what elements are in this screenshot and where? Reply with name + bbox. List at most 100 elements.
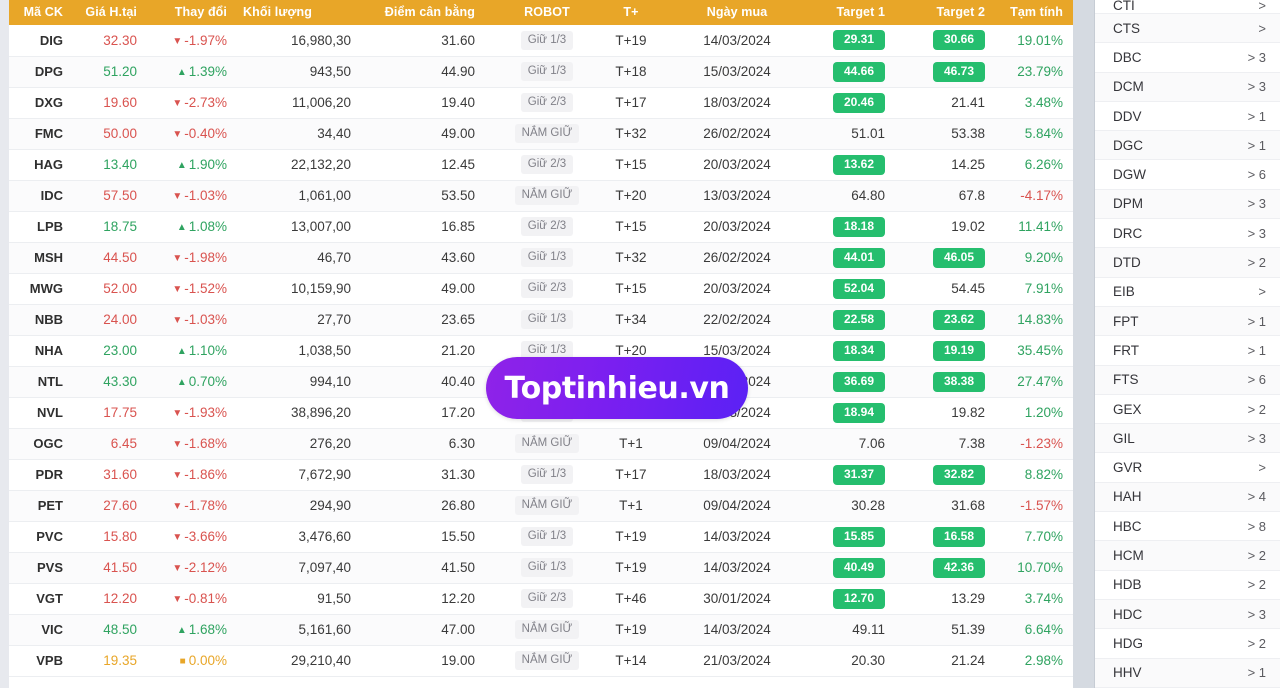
cell-symbol[interactable]: MSH: [34, 250, 63, 265]
symbol-list-item[interactable]: CTI >: [1095, 0, 1280, 14]
robot-status-chip: NẮM GIỮ: [514, 186, 580, 205]
symbol-list-item[interactable]: DCM > 3: [1095, 72, 1280, 102]
cell-symbol[interactable]: MWG: [29, 281, 63, 296]
column-header-change[interactable]: Thay đổi: [174, 5, 227, 19]
cell-change: ▼ -2.73%: [172, 95, 227, 110]
cell-symbol[interactable]: NHA: [34, 343, 63, 358]
symbol-list-item[interactable]: HDB > 2: [1095, 571, 1280, 600]
cell-symbol[interactable]: VGT: [36, 591, 63, 606]
cell-symbol[interactable]: PVC: [36, 529, 63, 544]
table-row[interactable]: NHA 23.00 ▲ 1.10% 1,038,50 21.20 Giữ 1/3 T+20 15…: [9, 335, 1073, 366]
table-row[interactable]: DIG 32.30 ▼ -1.97% 16,980,30 31.60 Giữ 1/3 T+19…: [9, 25, 1073, 56]
symbol-code: DPM: [1113, 196, 1143, 212]
table-row[interactable]: OGC 6.45 ▼ -1.68% 276,20 6.30 NẮM GIỮ T+1 09/04/…: [9, 428, 1073, 459]
cell-change: ▼ -1.52%: [172, 281, 227, 296]
symbol-code: FTS: [1113, 372, 1139, 388]
column-header-target2[interactable]: Target 2: [936, 5, 985, 19]
table-row[interactable]: IDC 57.50 ▼ -1.03% 1,061,00 53.50 NẮM GIỮ T+20 1…: [9, 180, 1073, 211]
cell-tplus: T+1: [619, 436, 643, 451]
table-row[interactable]: VPB 19.35 ■ 0.00% 29,210,40 19.00 NẮM GIỮ T+14 2…: [9, 645, 1073, 676]
symbol-list-item[interactable]: HHV > 1: [1095, 658, 1280, 688]
cell-symbol[interactable]: FMC: [34, 126, 63, 141]
column-header-tplus[interactable]: T+: [623, 5, 639, 19]
cell-symbol[interactable]: VPB: [36, 653, 63, 668]
cell-symbol[interactable]: DPG: [34, 64, 63, 79]
table-row[interactable]: DPG 51.20 ▲ 1.39% 943,50 44.90 Giữ 1/3 T+18 15/0…: [9, 56, 1073, 87]
symbol-list-item[interactable]: DPM > 3: [1095, 189, 1280, 220]
column-header-robot[interactable]: ROBOT: [524, 5, 570, 19]
table-row[interactable]: PDR 31.60 ▼ -1.86% 7,672,90 31.30 Giữ 1/3 T+17 1…: [9, 459, 1073, 490]
symbol-list-item[interactable]: HAH > 4: [1095, 482, 1280, 513]
cell-symbol[interactable]: IDC: [40, 188, 63, 203]
cell-symbol[interactable]: NVL: [37, 405, 63, 420]
cell-symbol[interactable]: LPB: [37, 219, 63, 234]
column-header-buy-date[interactable]: Ngày mua: [706, 5, 768, 19]
cell-symbol[interactable]: PVS: [36, 560, 63, 575]
cell-symbol[interactable]: VIC: [41, 622, 63, 637]
table-row[interactable]: NBB 24.00 ▼ -1.03% 27,70 23.65 Giữ 1/3 T+34 22/0…: [9, 304, 1073, 335]
table-row[interactable]: HAG 13.40 ▲ 1.90% 22,132,20 12.45 Giữ 2/3 T+15 2…: [9, 149, 1073, 180]
column-header-current-price[interactable]: Giá H.tại: [85, 5, 137, 19]
table-row[interactable]: PVC 15.80 ▼ -3.66% 3,476,60 15.50 Giữ 1/3 T+19 1…: [9, 521, 1073, 552]
symbol-list-item[interactable]: FPT > 1: [1095, 306, 1280, 337]
cell-estimate: 2.98%: [1024, 653, 1063, 668]
cell-change: ▼ -1.97%: [172, 32, 227, 48]
cell-estimate: -1.23%: [1020, 436, 1063, 451]
table-row[interactable]: LPB 18.75 ▲ 1.08% 13,007,00 16.85 Giữ 2/3 T+15 2…: [9, 211, 1073, 242]
cell-symbol[interactable]: PDR: [35, 467, 63, 482]
robot-status-chip: Giữ 1/3: [520, 558, 574, 577]
cell-estimate: 3.48%: [1024, 95, 1063, 110]
cell-symbol[interactable]: DIG: [39, 32, 63, 48]
symbol-list-item[interactable]: DDV > 1: [1095, 102, 1280, 132]
table-row[interactable]: FMC 50.00 ▼ -0.40% 34,40 49.00 NẮM GIỮ T+32 26/0…: [9, 118, 1073, 149]
symbol-list-item[interactable]: HDC > 3: [1095, 599, 1280, 630]
column-header-estimate[interactable]: Tạm tính: [1010, 5, 1063, 19]
cell-target2: 32.82: [903, 459, 995, 490]
cell-current-price: 12.20: [103, 591, 137, 606]
watermark-text: Toptinhieu.vn: [504, 370, 730, 406]
column-header-volume[interactable]: Khối lượng: [243, 5, 312, 19]
cell-symbol[interactable]: PET: [37, 498, 63, 513]
symbol-list-item[interactable]: HCM > 2: [1095, 541, 1280, 571]
cell-target2: 54.45: [951, 281, 985, 296]
cell-change: ▼ -1.86%: [172, 467, 227, 482]
symbol-list-item[interactable]: GVR >: [1095, 453, 1280, 483]
symbol-list-item[interactable]: CTS >: [1095, 14, 1280, 44]
cell-target2: 21.41: [951, 95, 985, 110]
symbol-list-item[interactable]: GIL > 3: [1095, 424, 1280, 454]
symbol-list-item[interactable]: FRT > 1: [1095, 336, 1280, 366]
symbol-list-item[interactable]: EIB >: [1095, 278, 1280, 307]
cell-target1: 18.18: [807, 211, 903, 242]
cell-buy-date: 15/03/2024: [703, 64, 771, 79]
column-header-target1[interactable]: Target 1: [836, 5, 885, 19]
symbol-list-item[interactable]: FTS > 6: [1095, 365, 1280, 395]
cell-symbol[interactable]: HAG: [34, 157, 63, 172]
symbol-list-item[interactable]: DGW > 6: [1095, 160, 1280, 190]
symbol-list-item[interactable]: HBC > 8: [1095, 512, 1280, 542]
cell-target1: 29.31: [807, 25, 903, 56]
table-row[interactable]: MSH 44.50 ▼ -1.98% 46,70 43.60 Giữ 1/3 T+32 26/0…: [9, 242, 1073, 273]
column-header-symbol[interactable]: Mã CK: [23, 5, 63, 19]
table-row[interactable]: VGT 12.20 ▼ -0.81% 91,50 12.20 Giữ 2/3 T+46 30/0…: [9, 583, 1073, 614]
table-row[interactable]: PVS 41.50 ▼ -2.12% 7,097,40 41.50 Giữ 1/3 T+19 1…: [9, 552, 1073, 583]
cell-volume: 7,097,40: [298, 560, 351, 575]
table-row[interactable]: PET 27.60 ▼ -1.78% 294,90 26.80 NẮM GIỮ T+1 09/0…: [9, 490, 1073, 521]
target2-badge: 23.62: [933, 309, 985, 330]
vertical-scrollbar[interactable]: [1073, 0, 1095, 688]
symbol-list-item[interactable]: DTD > 2: [1095, 248, 1280, 278]
cell-symbol[interactable]: NBB: [34, 312, 63, 327]
symbol-list-item[interactable]: DGC > 1: [1095, 131, 1280, 161]
cell-symbol[interactable]: DXG: [34, 95, 63, 110]
table-row[interactable]: DXG 19.60 ▼ -2.73% 11,006,20 19.40 Giữ 2/3 T+17…: [9, 87, 1073, 118]
cell-symbol[interactable]: OGC: [33, 436, 63, 451]
table-row[interactable]: MWG 52.00 ▼ -1.52% 10,159,90 49.00 Giữ 2/3 T+15…: [9, 273, 1073, 304]
symbol-list-item[interactable]: DRC > 3: [1095, 219, 1280, 249]
column-header-balance-point[interactable]: Điểm cân bằng: [384, 5, 475, 19]
cell-symbol[interactable]: NTL: [37, 374, 63, 389]
symbol-list-item[interactable]: DBC > 3: [1095, 43, 1280, 73]
symbol-list-item[interactable]: GEX > 2: [1095, 395, 1280, 425]
symbol-list-item[interactable]: HDG > 2: [1095, 629, 1280, 659]
table-row[interactable]: VIC 48.50 ▲ 1.68% 5,161,60 47.00 NẮM GIỮ T+19 14…: [9, 614, 1073, 645]
cell-estimate: 23.79%: [1017, 64, 1063, 79]
